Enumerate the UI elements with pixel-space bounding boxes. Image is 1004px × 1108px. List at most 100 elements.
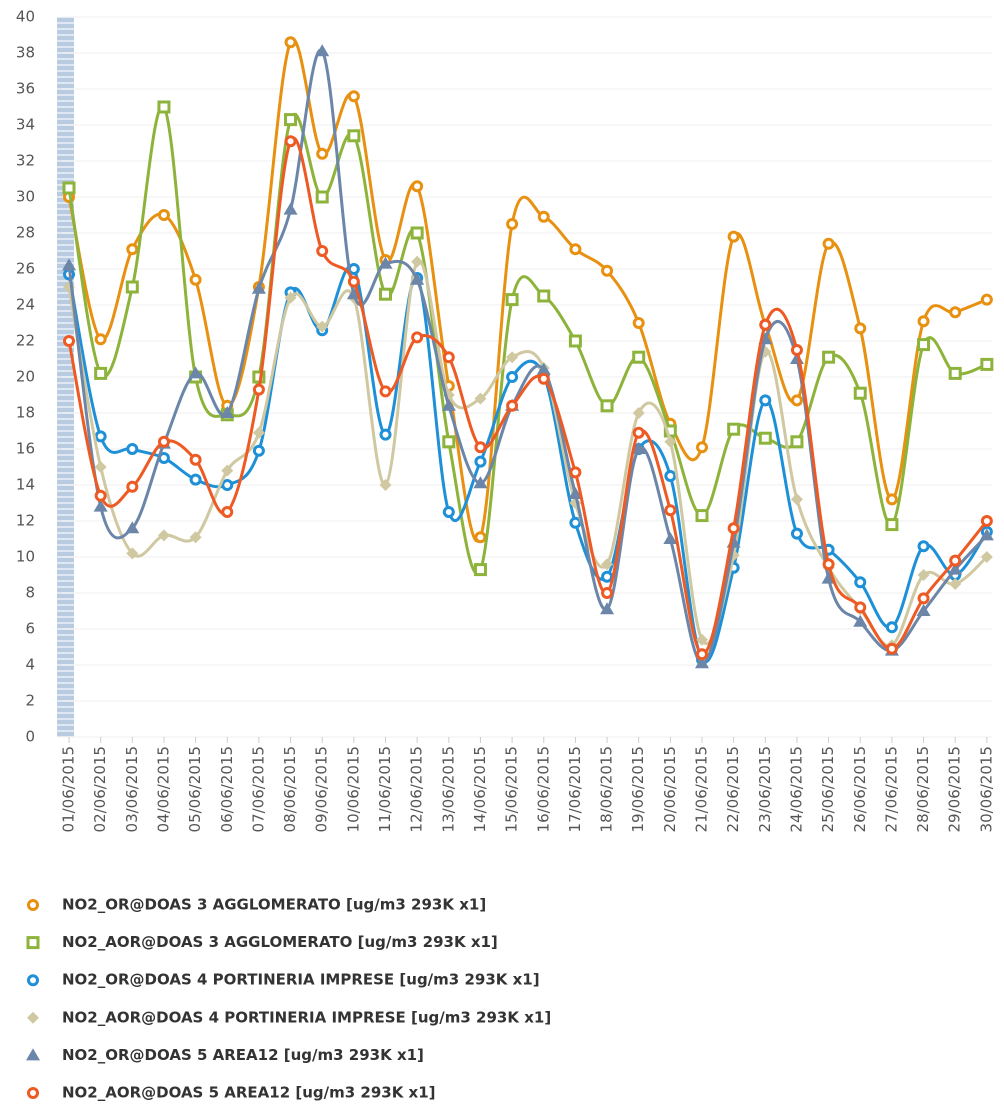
marker <box>94 366 108 380</box>
x-tick-label: 06/06/2015 <box>218 746 236 832</box>
marker <box>917 540 930 553</box>
marker <box>221 479 234 491</box>
marker <box>979 528 994 541</box>
marker <box>632 317 645 329</box>
y-tick-label: 10 <box>16 548 35 566</box>
marker <box>379 287 392 301</box>
y-tick-label: 28 <box>16 224 35 242</box>
y-tick-label: 18 <box>16 404 35 422</box>
marker <box>473 476 488 489</box>
marker <box>94 333 107 346</box>
y-tick-label: 20 <box>16 368 35 386</box>
legend-label: NO2_AOR@DOAS 3 AGGLOMERATO [ug/m3 293K x… <box>62 933 498 951</box>
marker <box>126 243 139 256</box>
marker <box>885 493 898 506</box>
marker <box>441 398 456 411</box>
x-tick-label: 01/06/2015 <box>60 746 78 832</box>
marker <box>442 351 455 364</box>
y-tick-label: 30 <box>16 188 35 206</box>
marker <box>410 272 425 285</box>
marker <box>537 372 550 385</box>
marker <box>94 430 107 443</box>
marker <box>411 255 424 268</box>
marker <box>126 480 139 493</box>
x-tick-label: 14/06/2015 <box>471 746 489 832</box>
x-tick-label: 04/06/2015 <box>154 746 172 832</box>
marker <box>916 604 931 616</box>
marker <box>632 407 645 419</box>
marker <box>949 578 962 590</box>
marker <box>189 273 202 286</box>
series-line <box>67 259 988 648</box>
x-tick-label: 03/06/2015 <box>123 746 141 832</box>
marker <box>601 570 614 583</box>
y-tick-label: 8 <box>25 584 35 602</box>
marker <box>569 466 582 479</box>
marker <box>601 264 614 277</box>
marker <box>664 435 677 448</box>
marker <box>727 230 740 243</box>
legend-marker <box>27 1087 39 1099</box>
marker <box>189 453 202 466</box>
marker <box>663 532 678 544</box>
marker <box>568 487 583 499</box>
y-tick-label: 34 <box>16 116 35 134</box>
x-tick-label: 19/06/2015 <box>629 746 647 832</box>
marker <box>379 479 392 491</box>
marker <box>696 633 708 646</box>
x-tick-label: 10/06/2015 <box>344 746 362 832</box>
marker <box>854 576 867 589</box>
marker <box>980 293 993 306</box>
x-tick-label: 26/06/2015 <box>851 746 869 832</box>
series-line <box>67 104 988 575</box>
legend-marker <box>27 899 39 911</box>
marker <box>220 406 235 418</box>
marker <box>474 392 487 405</box>
marker <box>315 44 330 57</box>
marker <box>853 386 867 400</box>
marker <box>94 461 107 473</box>
marker <box>316 245 329 257</box>
marker <box>790 344 803 356</box>
marker <box>980 357 994 371</box>
x-tick-label: 28/06/2015 <box>914 746 932 832</box>
marker <box>949 554 962 567</box>
series-line <box>67 264 989 664</box>
marker <box>284 113 298 127</box>
marker <box>473 563 487 577</box>
marker <box>790 527 803 540</box>
x-tick-label: 15/06/2015 <box>503 746 521 832</box>
series-line <box>67 38 988 543</box>
marker <box>949 306 962 319</box>
marker <box>885 642 898 655</box>
marker <box>347 275 360 288</box>
x-tick-label: 17/06/2015 <box>566 746 584 832</box>
marker <box>854 601 867 614</box>
marker <box>411 331 424 344</box>
marker <box>474 455 487 468</box>
marker <box>126 443 139 455</box>
marker <box>632 350 646 364</box>
marker <box>696 648 708 661</box>
y-tick-label: 36 <box>16 80 35 98</box>
series-line <box>67 136 989 656</box>
marker <box>316 147 329 160</box>
marker <box>948 562 963 575</box>
legend-label: NO2_AOR@DOAS 5 AREA12 [ug/m3 293K x1] <box>62 1084 436 1102</box>
marker <box>600 399 614 413</box>
marker <box>727 422 741 436</box>
marker <box>442 435 456 449</box>
x-tick-label: 25/06/2015 <box>819 746 837 832</box>
y-tick-label: 16 <box>16 440 35 458</box>
marker <box>632 426 645 439</box>
marker <box>822 350 836 364</box>
x-tick-label: 11/06/2015 <box>376 746 394 832</box>
marker <box>601 558 614 571</box>
marker <box>189 473 202 486</box>
marker <box>63 335 75 347</box>
x-tick-label: 08/06/2015 <box>281 746 299 832</box>
marker <box>126 547 139 560</box>
x-tick-label: 23/06/2015 <box>756 746 774 832</box>
marker <box>917 592 930 605</box>
